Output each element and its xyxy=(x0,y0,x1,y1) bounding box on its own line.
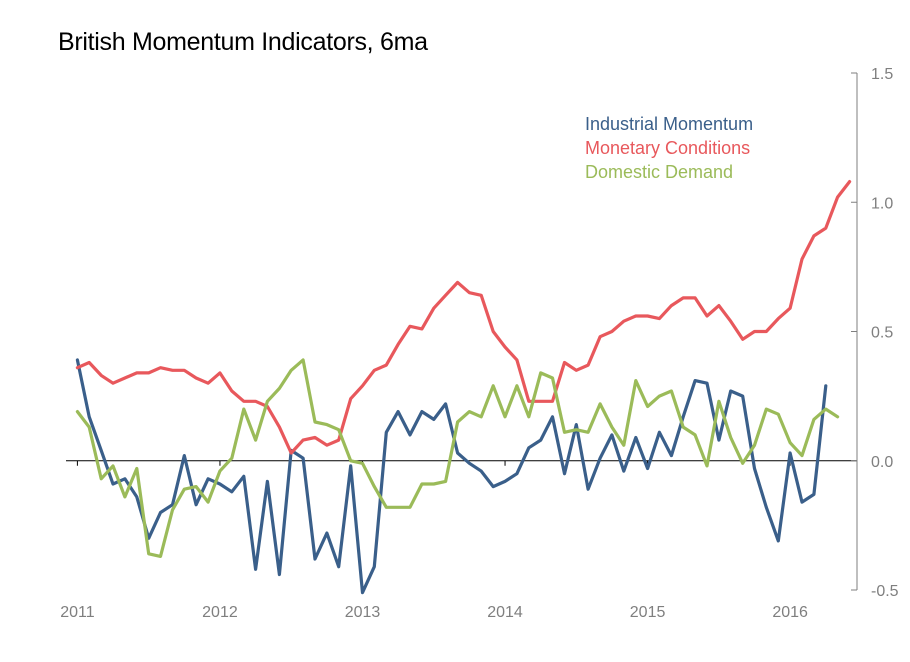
y-tick-label: -0.5 xyxy=(871,583,899,600)
x-tick-label: 2011 xyxy=(60,604,95,621)
x-tick-label: 2014 xyxy=(487,604,523,621)
series-line-industrial-momentum xyxy=(75,358,828,595)
x-tick-label: 2015 xyxy=(630,604,666,621)
legend-entry-industrial-momentum: Industrial Momentum xyxy=(585,114,753,134)
series-line-monetary-conditions xyxy=(75,180,852,455)
y-tick-label: 0.0 xyxy=(871,454,893,471)
y-tick-label: 1.5 xyxy=(871,66,893,83)
chart-legend: Industrial Momentum Monetary Conditions Do… xyxy=(585,114,753,182)
x-tick-label: 2013 xyxy=(345,604,381,621)
legend-entry-domestic-demand: Domestic Demand xyxy=(585,162,733,182)
y-tick-label: 1.0 xyxy=(871,195,893,212)
chart-axes: 1.5 1.0 0.5 0.0 -0.5 2011 2012 2013 2014 2015 2016 xyxy=(60,66,898,621)
chart-title: British Momentum Indicators, 6ma xyxy=(58,28,428,56)
legend-entry-monetary-conditions: Monetary Conditions xyxy=(585,138,750,158)
series-line-domestic-demand xyxy=(75,358,840,559)
x-tick-label: 2016 xyxy=(772,604,808,621)
x-tick-label: 2012 xyxy=(202,604,238,621)
y-tick-label: 0.5 xyxy=(871,325,893,342)
series-lines xyxy=(75,180,852,595)
